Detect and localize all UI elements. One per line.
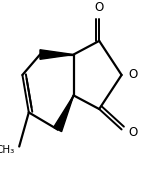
Text: O: O [95, 1, 104, 14]
Text: O: O [128, 68, 137, 82]
Text: O: O [128, 126, 137, 139]
Text: CH₃: CH₃ [0, 145, 14, 155]
Polygon shape [54, 95, 74, 132]
Polygon shape [40, 50, 74, 59]
